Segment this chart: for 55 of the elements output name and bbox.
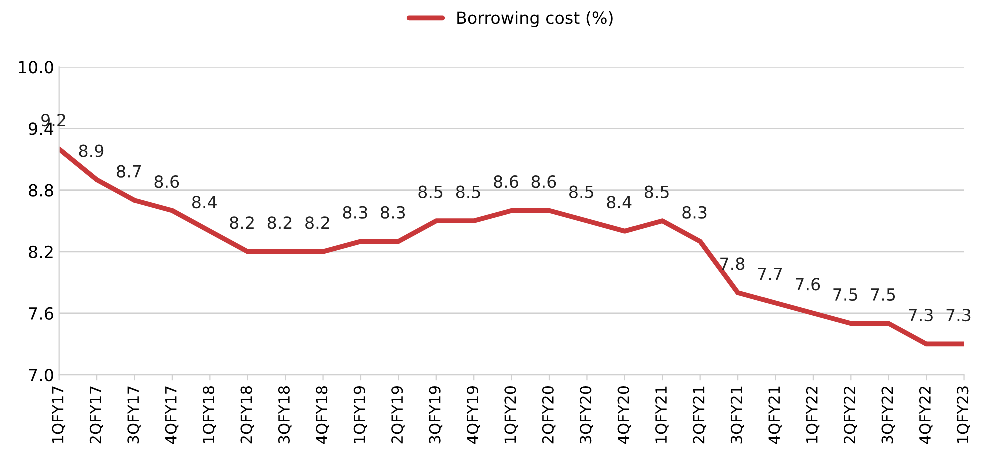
x-tick-label: 1QFY19 [354, 386, 368, 444]
x-tick-label: 2QFY18 [240, 386, 254, 444]
data-label: 8.2 [306, 216, 330, 230]
x-tick-label: 4QFY22 [919, 386, 933, 444]
x-tick-label: 1QFY20 [504, 386, 518, 444]
y-tick-label: 7.0 [29, 368, 54, 382]
data-label: 7.6 [796, 278, 820, 291]
data-label: 8.4 [192, 196, 217, 209]
data-label: 8.3 [682, 206, 707, 219]
data-label: 8.5 [570, 186, 594, 198]
y-tick-label: 10.0 [19, 61, 54, 74]
x-tick-label: 4QFY17 [165, 386, 179, 444]
data-label: 8.6 [532, 176, 556, 188]
x-tick-label: 2QFY20 [542, 386, 556, 444]
x-tick-label: 2QFY19 [392, 386, 405, 444]
data-label: 8.3 [343, 206, 368, 219]
data-label: 8.6 [154, 176, 180, 188]
x-tick-label: 1QFY21 [656, 386, 669, 444]
data-label: 7.5 [871, 288, 896, 302]
legend-label: Borrowing cost (%) [458, 11, 613, 28]
x-tick-label: 3QFY17 [128, 386, 141, 444]
x-tick-label: 3QFY20 [580, 386, 594, 444]
x-tick-label: 1QFY22 [806, 386, 820, 444]
data-label: 8.2 [230, 216, 254, 230]
data-label: 7.5 [834, 288, 858, 302]
data-label: 8.5 [418, 186, 443, 198]
x-tick-label: 4QFY20 [618, 386, 632, 444]
x-tick-label: 4QFY18 [316, 386, 330, 444]
data-label: 7.7 [758, 268, 782, 280]
data-label: 7.3 [946, 308, 971, 322]
x-tick-label: 2QFY17 [90, 386, 104, 444]
data-label: 7.3 [909, 308, 933, 322]
x-tick-label: 2QFY22 [844, 386, 858, 444]
x-tick-label: 4QFY21 [768, 386, 782, 444]
x-tick-label: 3QFY18 [278, 386, 292, 444]
y-tick-label: 8.8 [29, 184, 54, 197]
data-label: 8.4 [607, 196, 632, 209]
data-label: 8.2 [268, 216, 292, 230]
x-tick-label: 2QFY21 [693, 386, 707, 444]
data-label: 8.5 [456, 186, 480, 198]
data-label: 8.5 [644, 186, 669, 198]
x-tick-label: 3QFY21 [730, 386, 744, 444]
data-label: 8.9 [79, 144, 104, 158]
x-tick-label: 4QFY19 [466, 386, 480, 444]
data-label: 8.7 [117, 165, 142, 178]
y-tick-label: 7.6 [29, 307, 54, 320]
data-label: 8.3 [381, 206, 406, 219]
x-tick-label: 1QFY17 [52, 386, 66, 444]
x-tick-label: 1QFY23 [957, 386, 970, 444]
x-tick-label: 1QFY18 [203, 386, 216, 444]
data-label: 8.6 [494, 176, 518, 188]
y-tick-label: 8.2 [29, 246, 53, 258]
data-label: 7.8 [720, 258, 745, 270]
x-tick-label: 3QFY19 [429, 386, 443, 444]
x-tick-label: 3QFY22 [882, 386, 896, 444]
